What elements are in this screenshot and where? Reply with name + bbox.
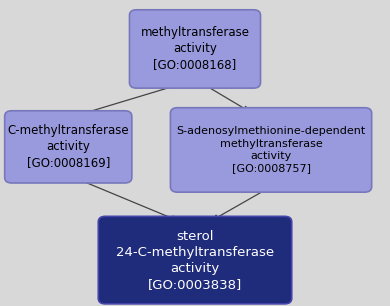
Text: S-adenosylmethionine-dependent
methyltransferase
activity
[GO:0008757]: S-adenosylmethionine-dependent methyltra…	[176, 126, 366, 174]
FancyBboxPatch shape	[98, 216, 292, 304]
FancyBboxPatch shape	[5, 111, 132, 183]
FancyBboxPatch shape	[129, 10, 261, 88]
FancyBboxPatch shape	[170, 108, 372, 192]
Text: sterol
24-C-methyltransferase
activity
[GO:0003838]: sterol 24-C-methyltransferase activity […	[116, 230, 274, 291]
Text: C-methyltransferase
activity
[GO:0008169]: C-methyltransferase activity [GO:0008169…	[7, 124, 129, 170]
Text: methyltransferase
activity
[GO:0008168]: methyltransferase activity [GO:0008168]	[140, 26, 250, 72]
